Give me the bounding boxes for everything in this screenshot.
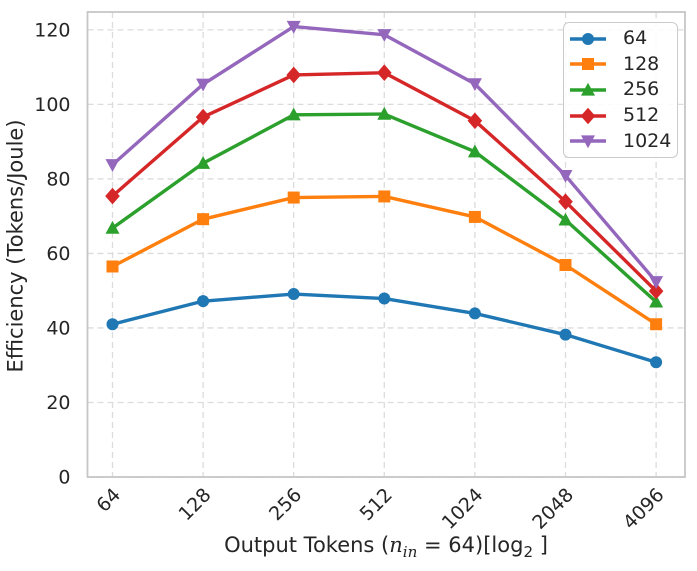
series-512 [105,64,664,300]
x-tick-label: 64 [92,484,125,517]
y-tick-label: 60 [46,243,70,265]
triangle-up-marker-icon [105,220,120,234]
diamond-marker-icon [195,108,211,126]
x-tick-label: 128 [174,484,215,525]
diamond-marker-icon [286,66,301,84]
legend-item-512: 512 [569,104,677,128]
y-tick-label: 20 [46,392,70,414]
legend-label: 512 [623,104,660,127]
triangle-down-marker-icon [196,78,211,92]
legend-sample-circle-icon [570,32,606,45]
triangle-up-marker-icon [581,82,595,96]
legend-label: 128 [623,52,660,75]
diamond-marker-icon [105,187,120,205]
legend-item-64: 64 [569,27,677,51]
series-1024 [105,20,664,289]
legend-label: 64 [623,27,648,50]
x-axis-label: Output Tokens (nin = 64)[log2 ] [87,533,685,560]
triangle-down-marker-icon [649,276,664,289]
square-marker-icon [468,210,481,223]
y-axis-label: Efficiency (Tokens/Joule) [3,119,28,373]
square-marker-icon [378,190,391,203]
circle-marker-icon [197,295,210,308]
y-tick-label: 100 [34,94,70,116]
x-tick-label: 256 [265,484,306,525]
square-marker-icon [650,318,663,331]
x-tick-label: 512 [356,484,397,525]
triangle-down-marker-icon [581,135,595,149]
x-tick-label: 4096 [619,484,669,534]
log-subscript: 2 [523,543,534,562]
legend-item-1024: 1024 [569,129,677,153]
triangle-up-marker-icon [286,107,301,121]
xlabel-suffix: ] [533,533,548,557]
triangle-up-marker-icon [558,212,573,226]
circle-marker-icon [582,32,594,45]
triangle-up-marker-icon [467,144,482,158]
xlabel-mid: = 64)[log [417,533,524,557]
series-128 [106,190,663,331]
triangle-down-marker-icon [467,78,482,92]
square-marker-icon [106,260,119,273]
diamond-marker-icon [377,64,392,82]
x-tick-label: 2048 [528,484,578,534]
triangle-down-marker-icon [105,159,120,172]
triangle-up-marker-icon [649,294,664,308]
legend: 64 128 256 512 1024 [563,22,678,158]
legend-label: 1024 [623,129,672,152]
legend-label: 256 [623,78,660,101]
triangle-down-marker-icon [558,169,573,183]
diamond-marker-icon [580,107,596,124]
math-var-n: n [389,533,403,557]
diamond-marker-icon [467,112,483,130]
legend-item-128: 128 [569,52,677,76]
legend-item-256: 256 [569,78,677,102]
axes-frame [86,11,686,478]
y-tick-label: 80 [46,168,70,190]
legend-sample-square-icon [570,58,606,71]
circle-marker-icon [650,356,663,369]
square-marker-icon [582,58,594,71]
square-marker-icon [559,258,572,271]
circle-marker-icon [378,292,391,305]
circle-marker-icon [559,328,572,341]
diamond-marker-icon [558,193,573,210]
circle-marker-icon [106,318,119,331]
x-tick-label: 1024 [438,484,488,534]
triangle-up-marker-icon [196,156,211,169]
square-marker-icon [287,191,300,204]
legend-sample-triangle-up-icon [570,82,606,96]
circle-marker-icon [287,288,300,301]
triangle-down-marker-icon [286,20,301,34]
y-tick-label: 0 [58,467,70,489]
diamond-marker-icon [648,282,664,300]
math-sub-in: in [402,543,418,562]
circle-marker-icon [468,307,481,320]
series-256 [105,106,664,308]
square-marker-icon [197,213,210,226]
triangle-down-marker-icon [377,29,392,42]
y-tick-label: 120 [34,19,70,41]
legend-sample-diamond-icon [570,107,606,124]
legend-sample-triangle-down-icon [570,135,606,149]
series-64 [106,288,663,369]
y-tick-label: 40 [46,317,70,339]
triangle-up-marker-icon [377,106,392,120]
xlabel-prefix: Output Tokens ( [224,533,390,557]
